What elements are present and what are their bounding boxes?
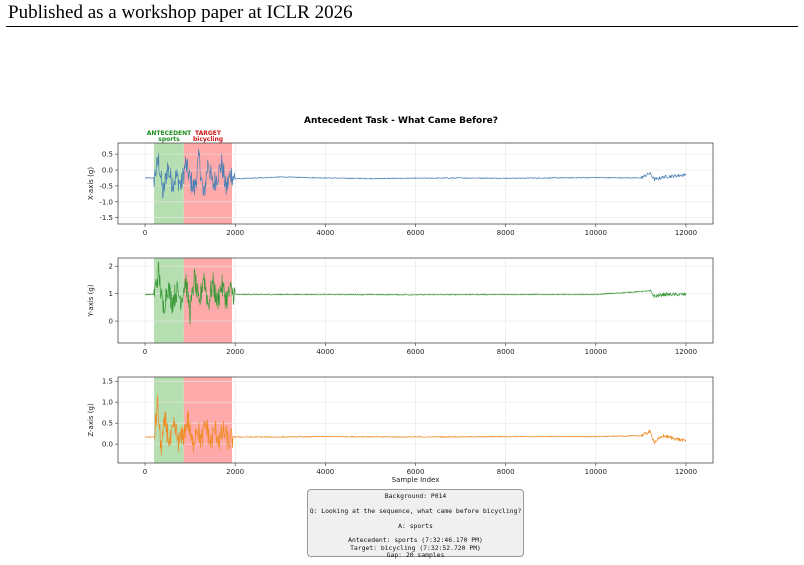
info-question: Q: Looking at the sequence, what came be… [309, 506, 522, 515]
y-xtick-label: 4000 [316, 348, 334, 356]
z-ylabel: Z-axis (g) [87, 403, 95, 437]
x-axes-frame [117, 142, 714, 225]
x-ytick-label: -1.5 [99, 214, 113, 222]
target-region-title: TARGET [195, 130, 222, 137]
z-series-line [144, 393, 687, 457]
info-answer: A: sports [398, 521, 433, 530]
y-ytick-label: 0 [109, 318, 113, 326]
z-ytick-label: 0.5 [102, 420, 113, 428]
y-region-antecedent [154, 258, 184, 343]
y-xtick-label: 2000 [226, 348, 244, 356]
x-ytick-label: 0.5 [102, 151, 113, 159]
target-region-activity: bicycling [193, 136, 223, 143]
figure-title: Antecedent Task - What Came Before? [304, 116, 498, 126]
z-xtick-label: 2000 [226, 468, 244, 476]
z-axes-frame [117, 376, 714, 464]
x-xtick-label: 6000 [407, 229, 425, 237]
z-xlabel: Sample Index [392, 476, 440, 484]
antecedent-region-activity: sports [158, 136, 180, 143]
info-background: Background: P014 [384, 492, 447, 500]
y-xtick-label: 6000 [407, 348, 425, 356]
y-ytick-label: 1 [109, 290, 113, 298]
antecedent-region-title: ANTECEDENT [147, 130, 192, 137]
x-xtick-label: 2000 [226, 229, 244, 237]
y-ylabel: Y-axis (g) [87, 284, 95, 317]
x-xtick-label: 8000 [497, 229, 515, 237]
info-target: Target: bicycling (7:32:52.720 PM) [350, 543, 481, 552]
x-ytick-label: -0.5 [99, 182, 113, 190]
x-series-line [144, 148, 687, 199]
info-gap: Gap: 20 samples [386, 550, 445, 559]
y-xtick-label: 10000 [585, 348, 607, 356]
x-xtick-label: 4000 [316, 229, 334, 237]
z-xtick-label: 6000 [407, 468, 425, 476]
z-region-antecedent [154, 377, 184, 463]
x-ytick-label: 0.0 [102, 167, 113, 175]
y-series-line [144, 261, 687, 325]
z-xtick-label: 4000 [316, 468, 334, 476]
z-xtick-label: 0 [143, 468, 147, 476]
z-ytick-label: 1.0 [102, 399, 113, 407]
z-xtick-label: 12000 [675, 468, 697, 476]
z-region-target [183, 377, 233, 463]
y-xtick-label: 0 [143, 348, 147, 356]
x-xtick-label: 10000 [585, 229, 607, 237]
y-axes-frame [117, 257, 714, 344]
y-ytick-label: 2 [109, 263, 113, 271]
x-ytick-label: -1.0 [99, 198, 113, 206]
info-box: Background: P014 Q: Looking at the seque… [307, 489, 524, 559]
z-xtick-label: 10000 [585, 468, 607, 476]
info-antecedent: Antecedent: sports (7:32:46.170 PM) [348, 536, 483, 545]
x-xtick-label: 12000 [675, 229, 697, 237]
page-header: Published as a workshop paper at ICLR 20… [8, 2, 353, 23]
z-xtick-label: 8000 [497, 468, 515, 476]
z-ytick-label: 0.0 [102, 441, 113, 449]
x-xtick-label: 0 [143, 229, 147, 237]
z-ytick-label: 1.5 [102, 378, 113, 386]
y-xtick-label: 12000 [675, 348, 697, 356]
header-rule [6, 26, 798, 27]
y-xtick-label: 8000 [497, 348, 515, 356]
x-ylabel: X-axis (g) [87, 167, 95, 200]
